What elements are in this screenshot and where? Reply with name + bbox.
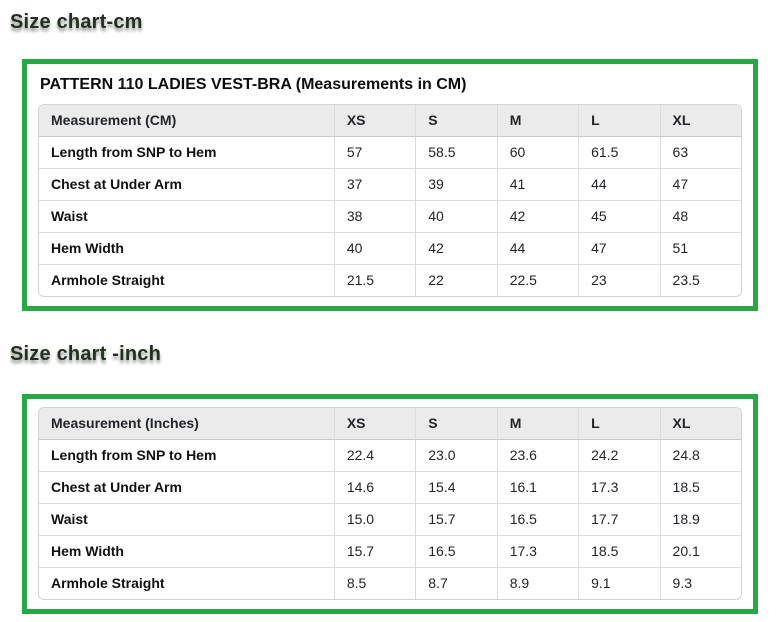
cm-size-table: Measurement (CM) XS S M L XL Length from…: [39, 105, 741, 296]
row-label: Waist: [39, 200, 334, 232]
cell-value: 47: [578, 232, 660, 264]
table-row: Armhole Straight 21.5 22 22.5 23 23.5: [39, 264, 741, 296]
inch-size-table: Measurement (Inches) XS S M L XL Length …: [39, 408, 741, 599]
row-label: Length from SNP to Hem: [51, 447, 217, 463]
cell-value: 57: [333, 137, 415, 168]
table-row: Chest at Under Arm 14.6 15.4 16.1 17.3 1…: [39, 471, 741, 503]
table-row: Length from SNP to Hem 57 58.5 60 61.5 6…: [39, 137, 741, 168]
table-row: Armhole Straight 8.5 8.7 8.9 9.1 9.3: [39, 567, 741, 599]
column-header-l: L: [578, 408, 660, 440]
row-label: Armhole Straight: [39, 567, 334, 599]
table-row: Waist 15.0 15.7 16.5 17.7 18.9: [39, 503, 741, 535]
row-label: Armhole Straight: [39, 264, 334, 296]
cm-table-highlight-box: PATTERN 110 LADIES VEST-BRA (Measurement…: [22, 59, 758, 311]
cell-value: 63: [659, 137, 741, 168]
cell-value: 22: [415, 264, 497, 296]
column-header-s: S: [415, 408, 497, 440]
table-row: Chest at Under Arm 37 39 41 44 47: [39, 168, 741, 200]
inch-table-highlight-box: Measurement (Inches) XS S M L XL Length …: [22, 394, 758, 614]
cell-value: 8.5: [333, 567, 416, 599]
cell-value: 15.0: [333, 503, 416, 535]
section-heading-inch: Size chart -inch: [10, 343, 162, 365]
cell-value: 20.1: [659, 535, 741, 567]
cell-value: 9.1: [578, 567, 660, 599]
cell-value: 44: [578, 168, 660, 200]
cell-value: 15.4: [415, 471, 497, 503]
cell-value: 22.5: [496, 264, 579, 296]
cell-value: 23.0: [415, 440, 496, 471]
column-header-m: M: [496, 408, 579, 440]
cell-value: 22.4: [333, 440, 415, 471]
cell-value: 23.5: [659, 264, 741, 296]
cell-value: 18.5: [578, 535, 660, 567]
cell-value: 14.6: [333, 471, 416, 503]
cell-value: 16.1: [496, 471, 579, 503]
cell-value: 16.5: [415, 535, 497, 567]
column-header-m: M: [496, 105, 579, 137]
cell-value: 39: [415, 168, 497, 200]
cell-value: 45: [578, 200, 660, 232]
cell-value: 8.9: [496, 567, 579, 599]
column-header-xl: XL: [659, 408, 741, 440]
cell-value: 8.7: [415, 567, 497, 599]
row-label: Chest at Under Arm: [39, 471, 334, 503]
cell-value: 23: [578, 264, 660, 296]
cm-table-frame: Measurement (CM) XS S M L XL Length from…: [38, 104, 742, 297]
cell-value: 41: [496, 168, 579, 200]
row-label: Waist: [39, 503, 334, 535]
cell-value: 61.5: [578, 137, 659, 168]
cell-value: 60: [496, 137, 578, 168]
cell-value: 44: [496, 232, 579, 264]
cell-value: 24.8: [659, 440, 741, 471]
cell-value: 15.7: [333, 535, 416, 567]
cell-value: 48: [659, 200, 741, 232]
row-label: Length from SNP to Hem: [51, 144, 217, 160]
column-header-xs: XS: [333, 408, 416, 440]
column-header-xl: XL: [659, 105, 741, 137]
table-header-row: Measurement (CM) XS S M L XL: [39, 105, 741, 137]
cm-table-title: PATTERN 110 LADIES VEST-BRA (Measurement…: [40, 76, 467, 93]
cell-value: 23.6: [496, 440, 578, 471]
cell-value: 40: [415, 200, 497, 232]
cell-value: 42: [415, 232, 497, 264]
table-row: Hem Width 40 42 44 47 51: [39, 232, 741, 264]
cell-value: 37: [333, 168, 416, 200]
cell-value: 40: [333, 232, 416, 264]
cell-value: 15.7: [415, 503, 497, 535]
section-heading-cm: Size chart-cm: [10, 11, 143, 33]
table-row: Length from SNP to Hem 22.4 23.0 23.6 24…: [39, 440, 741, 471]
cell-value: 9.3: [659, 567, 741, 599]
table-row: Waist 38 40 42 45 48: [39, 200, 741, 232]
cell-value: 38: [333, 200, 416, 232]
cell-value: 42: [496, 200, 579, 232]
cell-value: 16.5: [496, 503, 579, 535]
cell-value: 21.5: [333, 264, 416, 296]
column-header-measurement: Measurement (Inches): [39, 408, 334, 440]
column-header-xs: XS: [333, 105, 416, 137]
column-header-l: L: [578, 105, 660, 137]
table-row: Hem Width 15.7 16.5 17.3 18.5 20.1: [39, 535, 741, 567]
row-label: Hem Width: [39, 232, 334, 264]
cell-value: 17.3: [496, 535, 579, 567]
cell-value: 51: [659, 232, 741, 264]
table-header-row: Measurement (Inches) XS S M L XL: [39, 408, 741, 440]
cell-value: 17.7: [578, 503, 660, 535]
cell-value: 58.5: [415, 137, 496, 168]
cell-value: 18.5: [659, 471, 741, 503]
column-header-s: S: [415, 105, 497, 137]
cell-value: 47: [659, 168, 741, 200]
cell-value: 17.3: [578, 471, 660, 503]
row-label: Hem Width: [39, 535, 334, 567]
column-header-measurement: Measurement (CM): [39, 105, 334, 137]
cell-value: 24.2: [578, 440, 659, 471]
inch-table-frame: Measurement (Inches) XS S M L XL Length …: [38, 407, 742, 600]
row-label: Chest at Under Arm: [39, 168, 334, 200]
cell-value: 18.9: [659, 503, 741, 535]
